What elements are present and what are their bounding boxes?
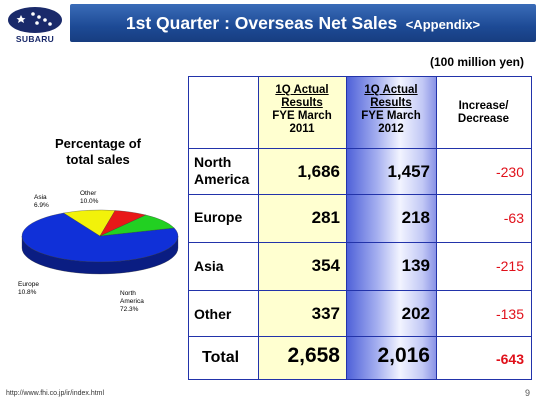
header-change-line1: Increase/ [458, 100, 509, 112]
pie-title-line2: total sales [66, 152, 130, 167]
cell-na-fy2011: 1,686 [297, 162, 340, 181]
header-fy2011-line4: 2011 [289, 123, 315, 135]
pie-label-north-america: North America 72.3% [120, 290, 144, 314]
pie-label-europe: Europe 10.8% [18, 281, 39, 297]
grid-line [188, 242, 532, 243]
sales-table: 1Q Actual Results FYE March 2011 1Q Actu… [188, 76, 532, 380]
grid-line [188, 148, 532, 149]
row-label-na-line1: North [194, 154, 232, 170]
header-fy2011-line2: Results [281, 97, 323, 109]
header-fy2011-line3: FYE March [272, 110, 332, 122]
cell-total-change: -643 [495, 351, 524, 367]
row-label-asia: Asia [194, 258, 224, 274]
footer-url[interactable]: http://www.fhi.co.jp/ir/index.html [6, 390, 105, 397]
pie-label-na-pct: 72.3% [120, 306, 139, 313]
pie-label-other: Other 10.0% [80, 190, 98, 206]
pie-chart [21, 209, 179, 275]
pie-title: Percentage of total sales [28, 136, 168, 168]
pie-label-na-name-2: America [120, 298, 144, 305]
grid-line [346, 76, 347, 380]
grid-line [188, 379, 532, 380]
header-fy2012-line3: FYE March [361, 110, 421, 122]
header-change: Increase/ Decrease [436, 100, 531, 126]
header-change-line2: Decrease [457, 113, 510, 125]
grid-line [188, 76, 189, 380]
slide-title: 1st Quarter : Overseas Net Sales <Append… [70, 4, 536, 42]
pie-slice-north-america [21, 212, 179, 263]
cell-asia-fy2011: 354 [311, 256, 340, 275]
cell-total-fy2012: 2,016 [377, 344, 430, 367]
col-fy2012-bg [346, 76, 436, 380]
cell-other-fy2011: 337 [311, 304, 340, 323]
cell-na-fy2012: 1,457 [387, 162, 430, 181]
row-label-other: Other [194, 306, 232, 322]
grid-line [258, 76, 259, 380]
pie-label-europe-name: Europe [18, 281, 39, 288]
header-fy2011: 1Q Actual Results FYE March 2011 [258, 84, 346, 136]
row-label-europe: Europe [194, 209, 243, 225]
cell-other-fy2012: 202 [401, 304, 430, 323]
page-number: 9 [524, 388, 530, 398]
logo-wordmark: SUBARU [15, 34, 55, 44]
cell-total-fy2011: 2,658 [287, 344, 340, 367]
title-main: 1st Quarter : Overseas Net Sales [125, 13, 398, 33]
cell-asia-fy2012: 139 [401, 256, 430, 275]
cell-europe-fy2012: 218 [401, 208, 430, 227]
pleiades-logo-icon [8, 7, 62, 33]
pie-label-other-name: Other [80, 190, 97, 197]
col-fy2011-bg [258, 76, 346, 380]
grid-line [531, 76, 532, 380]
pie-label-europe-pct: 10.8% [18, 289, 37, 296]
grid-line [436, 76, 437, 380]
subaru-logo: SUBARU [6, 6, 64, 44]
row-label-north-america: North America [194, 154, 249, 188]
pie-label-na-name-1: North [120, 290, 136, 297]
unit-label: (100 million yen) [429, 55, 524, 69]
header-fy2012-line2: Results [370, 97, 412, 109]
pie-label-other-pct: 10.0% [80, 198, 99, 205]
cell-europe-fy2011: 281 [311, 208, 340, 227]
header-fy2011-line1: 1Q Actual [275, 84, 329, 96]
pie-label-asia: Asia 6.9% [34, 194, 49, 210]
header-fy2012-line4: 2012 [378, 123, 404, 135]
pie-label-asia-pct: 6.9% [34, 202, 49, 209]
pie-label-asia-name: Asia [34, 194, 47, 201]
grid-line [188, 194, 532, 195]
cell-na-change: -230 [495, 164, 524, 180]
row-label-total: Total [202, 349, 240, 366]
grid-line [188, 336, 532, 337]
grid-line [188, 76, 532, 77]
header-fy2012-line1: 1Q Actual [364, 84, 418, 96]
pie-slice-other [99, 214, 175, 237]
header-fy2012: 1Q Actual Results FYE March 2012 [346, 84, 436, 136]
title-bar: 1st Quarter : Overseas Net Sales <Append… [70, 4, 536, 42]
cell-other-change: -135 [495, 306, 524, 322]
pie-title-line1: Percentage of [55, 136, 141, 151]
cell-europe-change: -63 [503, 210, 524, 226]
title-appendix: <Appendix> [405, 17, 481, 32]
row-label-na-line2: America [194, 171, 250, 187]
cell-asia-change: -215 [495, 258, 524, 274]
grid-line [188, 290, 532, 291]
